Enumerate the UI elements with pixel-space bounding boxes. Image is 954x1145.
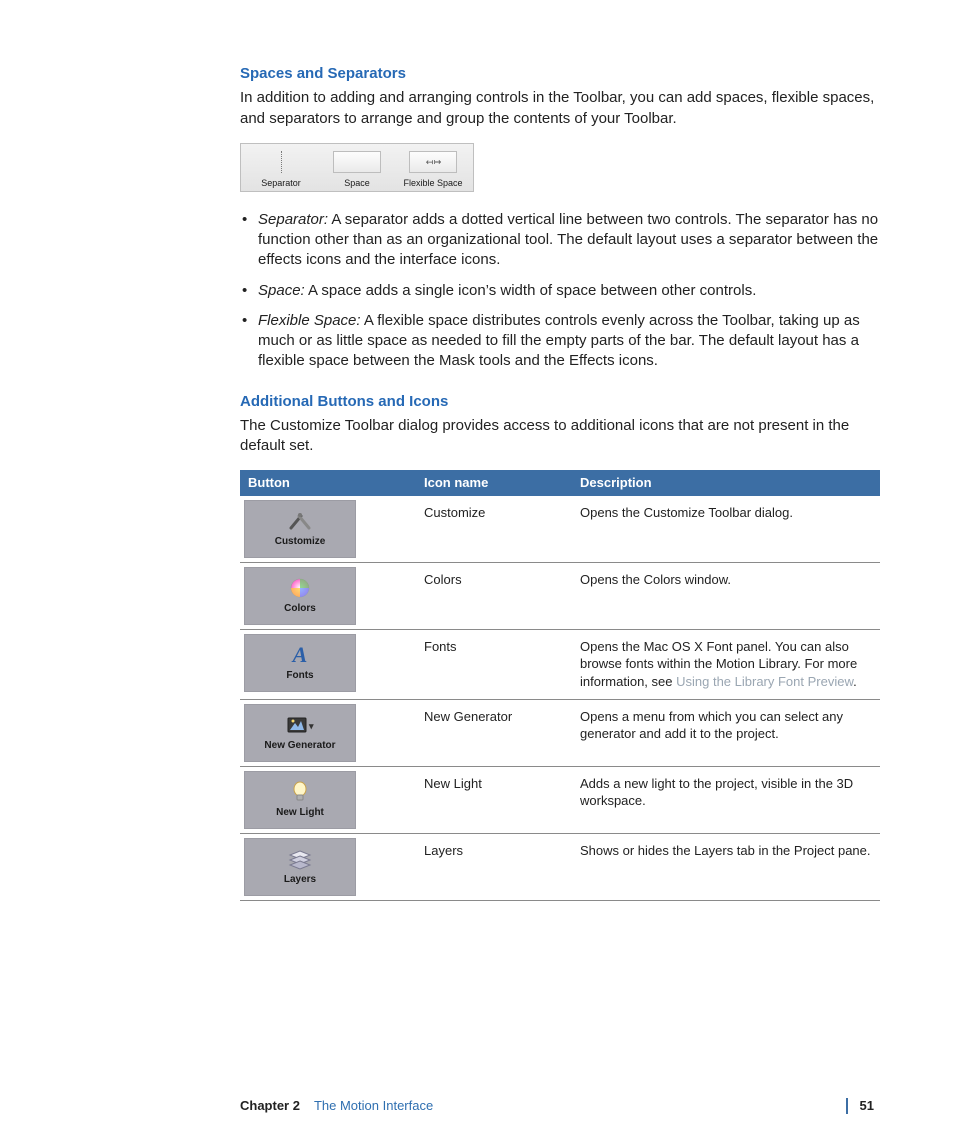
definition-list: Separator: A separator adds a dotted ver… [240, 210, 880, 372]
definition-text: A separator adds a dotted vertical line … [258, 211, 878, 269]
footer-chapter-title: The Motion Interface [314, 1097, 834, 1115]
button-tile-new-light: New Light [244, 771, 356, 829]
cell-icon-name: Colors [416, 562, 572, 629]
cell-icon-name: New Light [416, 766, 572, 833]
svg-text:▾: ▾ [308, 721, 314, 731]
button-tile-label: Customize [275, 535, 326, 549]
toolbar-item-flexible-space: ↤ ↦ Flexible Space [399, 150, 467, 189]
intro-additional-buttons: The Customize Toolbar dialog provides ac… [240, 416, 880, 457]
buttons-table: Button Icon name Description [240, 470, 880, 900]
button-tile-colors: Colors [244, 567, 356, 625]
table-header-description: Description [572, 470, 880, 496]
definition-term: Space: [258, 282, 305, 299]
button-tile-label: New Light [276, 806, 324, 820]
space-icon [333, 151, 381, 173]
table-row: A Fonts Fonts Opens the Mac OS X Font pa… [240, 629, 880, 699]
definition-term: Flexible Space: [258, 312, 361, 329]
fonts-icon: A [286, 643, 314, 667]
footer-divider [846, 1098, 848, 1114]
definition-flexible-space: Flexible Space: A flexible space distrib… [240, 311, 880, 372]
button-tile-label: Layers [284, 873, 316, 887]
table-header-button: Button [240, 470, 416, 496]
footer-chapter-label: Chapter 2 [240, 1097, 300, 1115]
cell-description: Shows or hides the Layers tab in the Pro… [572, 833, 880, 900]
cell-description: Opens the Customize Toolbar dialog. [572, 496, 880, 563]
cell-icon-name: Layers [416, 833, 572, 900]
button-tile-label: Fonts [286, 669, 313, 683]
new-light-icon [286, 780, 314, 804]
table-row: Colors Colors Opens the Colors window. [240, 562, 880, 629]
button-tile-layers: Layers [244, 838, 356, 896]
toolbar-item-label: Space [344, 177, 370, 189]
customize-icon [286, 509, 314, 533]
cell-icon-name: Fonts [416, 629, 572, 699]
cell-description: Opens a menu from which you can select a… [572, 699, 880, 766]
button-tile-customize: Customize [244, 500, 356, 558]
heading-spaces-separators: Spaces and Separators [240, 64, 880, 84]
definition-term: Separator: [258, 211, 328, 228]
footer-page-number: 51 [860, 1097, 874, 1115]
intro-spaces-separators: In addition to adding and arranging cont… [240, 88, 880, 129]
page-content: Spaces and Separators In addition to add… [240, 64, 880, 901]
heading-additional-buttons: Additional Buttons and Icons [240, 392, 880, 412]
button-tile-label: Colors [284, 602, 316, 616]
button-tile-new-generator: ▾ New Generator [244, 704, 356, 762]
toolbar-item-label: Flexible Space [403, 177, 462, 189]
cell-description: Opens the Colors window. [572, 562, 880, 629]
table-row: Customize Customize Opens the Customize … [240, 496, 880, 563]
definition-separator: Separator: A separator adds a dotted ver… [240, 210, 880, 271]
table-header-row: Button Icon name Description [240, 470, 880, 496]
definition-space: Space: A space adds a single icon’s widt… [240, 281, 880, 301]
flexible-space-icon: ↤ ↦ [409, 151, 457, 173]
separator-icon [281, 151, 282, 173]
table-header-icon-name: Icon name [416, 470, 572, 496]
link-library-font-preview[interactable]: Using the Library Font Preview [676, 674, 853, 689]
button-tile-label: New Generator [264, 739, 335, 753]
button-tile-fonts: A Fonts [244, 634, 356, 692]
toolbar-item-label: Separator [261, 177, 301, 189]
toolbar-item-separator: Separator [247, 150, 315, 189]
cell-icon-name: New Generator [416, 699, 572, 766]
table-row: New Light New Light Adds a new light to … [240, 766, 880, 833]
definition-text: A space adds a single icon’s width of sp… [305, 282, 757, 299]
page-footer: Chapter 2 The Motion Interface 51 [0, 1097, 954, 1115]
colors-icon [286, 576, 314, 600]
toolbar-spaces-figure: Separator Space ↤ ↦ Flexible Space [240, 143, 474, 192]
toolbar-item-space: Space [323, 150, 391, 189]
document-page: Spaces and Separators In addition to add… [0, 0, 954, 1145]
table-row: Layers Layers Shows or hides the Layers … [240, 833, 880, 900]
layers-icon [286, 847, 314, 871]
cell-icon-name: Customize [416, 496, 572, 563]
cell-description: Opens the Mac OS X Font panel. You can a… [572, 629, 880, 699]
table-row: ▾ New Generator New Generator Opens a me… [240, 699, 880, 766]
new-generator-icon: ▾ [286, 713, 314, 737]
cell-description: Adds a new light to the project, visible… [572, 766, 880, 833]
